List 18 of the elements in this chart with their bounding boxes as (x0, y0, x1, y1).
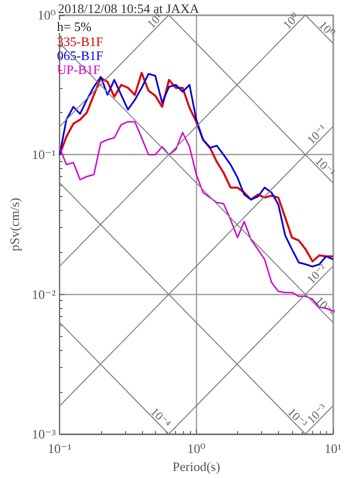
y-tick-label: 10⁻² (32, 286, 56, 302)
y-tick-label: 10⁻³ (32, 426, 56, 442)
text: 10⁻² (304, 260, 330, 287)
x-tick-label: 10⁰ (187, 441, 206, 456)
text: 10⁻² (312, 294, 338, 320)
text: 10⁰ (316, 18, 338, 40)
y-tick-label: 10⁻¹ (32, 147, 56, 162)
text: 10⁻¹ (312, 154, 338, 180)
x-axis-title: Period(s) (172, 459, 220, 474)
text: 10⁻¹ (304, 121, 330, 147)
text: 10⁰ (280, 10, 302, 32)
text: 10⁻⁴ (148, 404, 174, 430)
annotation: h= 5% (57, 19, 92, 34)
x-tick-label: 10¹ (324, 441, 342, 456)
y-axis-title: pSv(cm/s) (7, 198, 22, 252)
chart-title: 2018/12/08 10:54 at JAXA (58, 1, 200, 16)
x-tick-label: 10⁻¹ (48, 441, 72, 456)
y-tick-label: 10⁰ (37, 8, 56, 22)
